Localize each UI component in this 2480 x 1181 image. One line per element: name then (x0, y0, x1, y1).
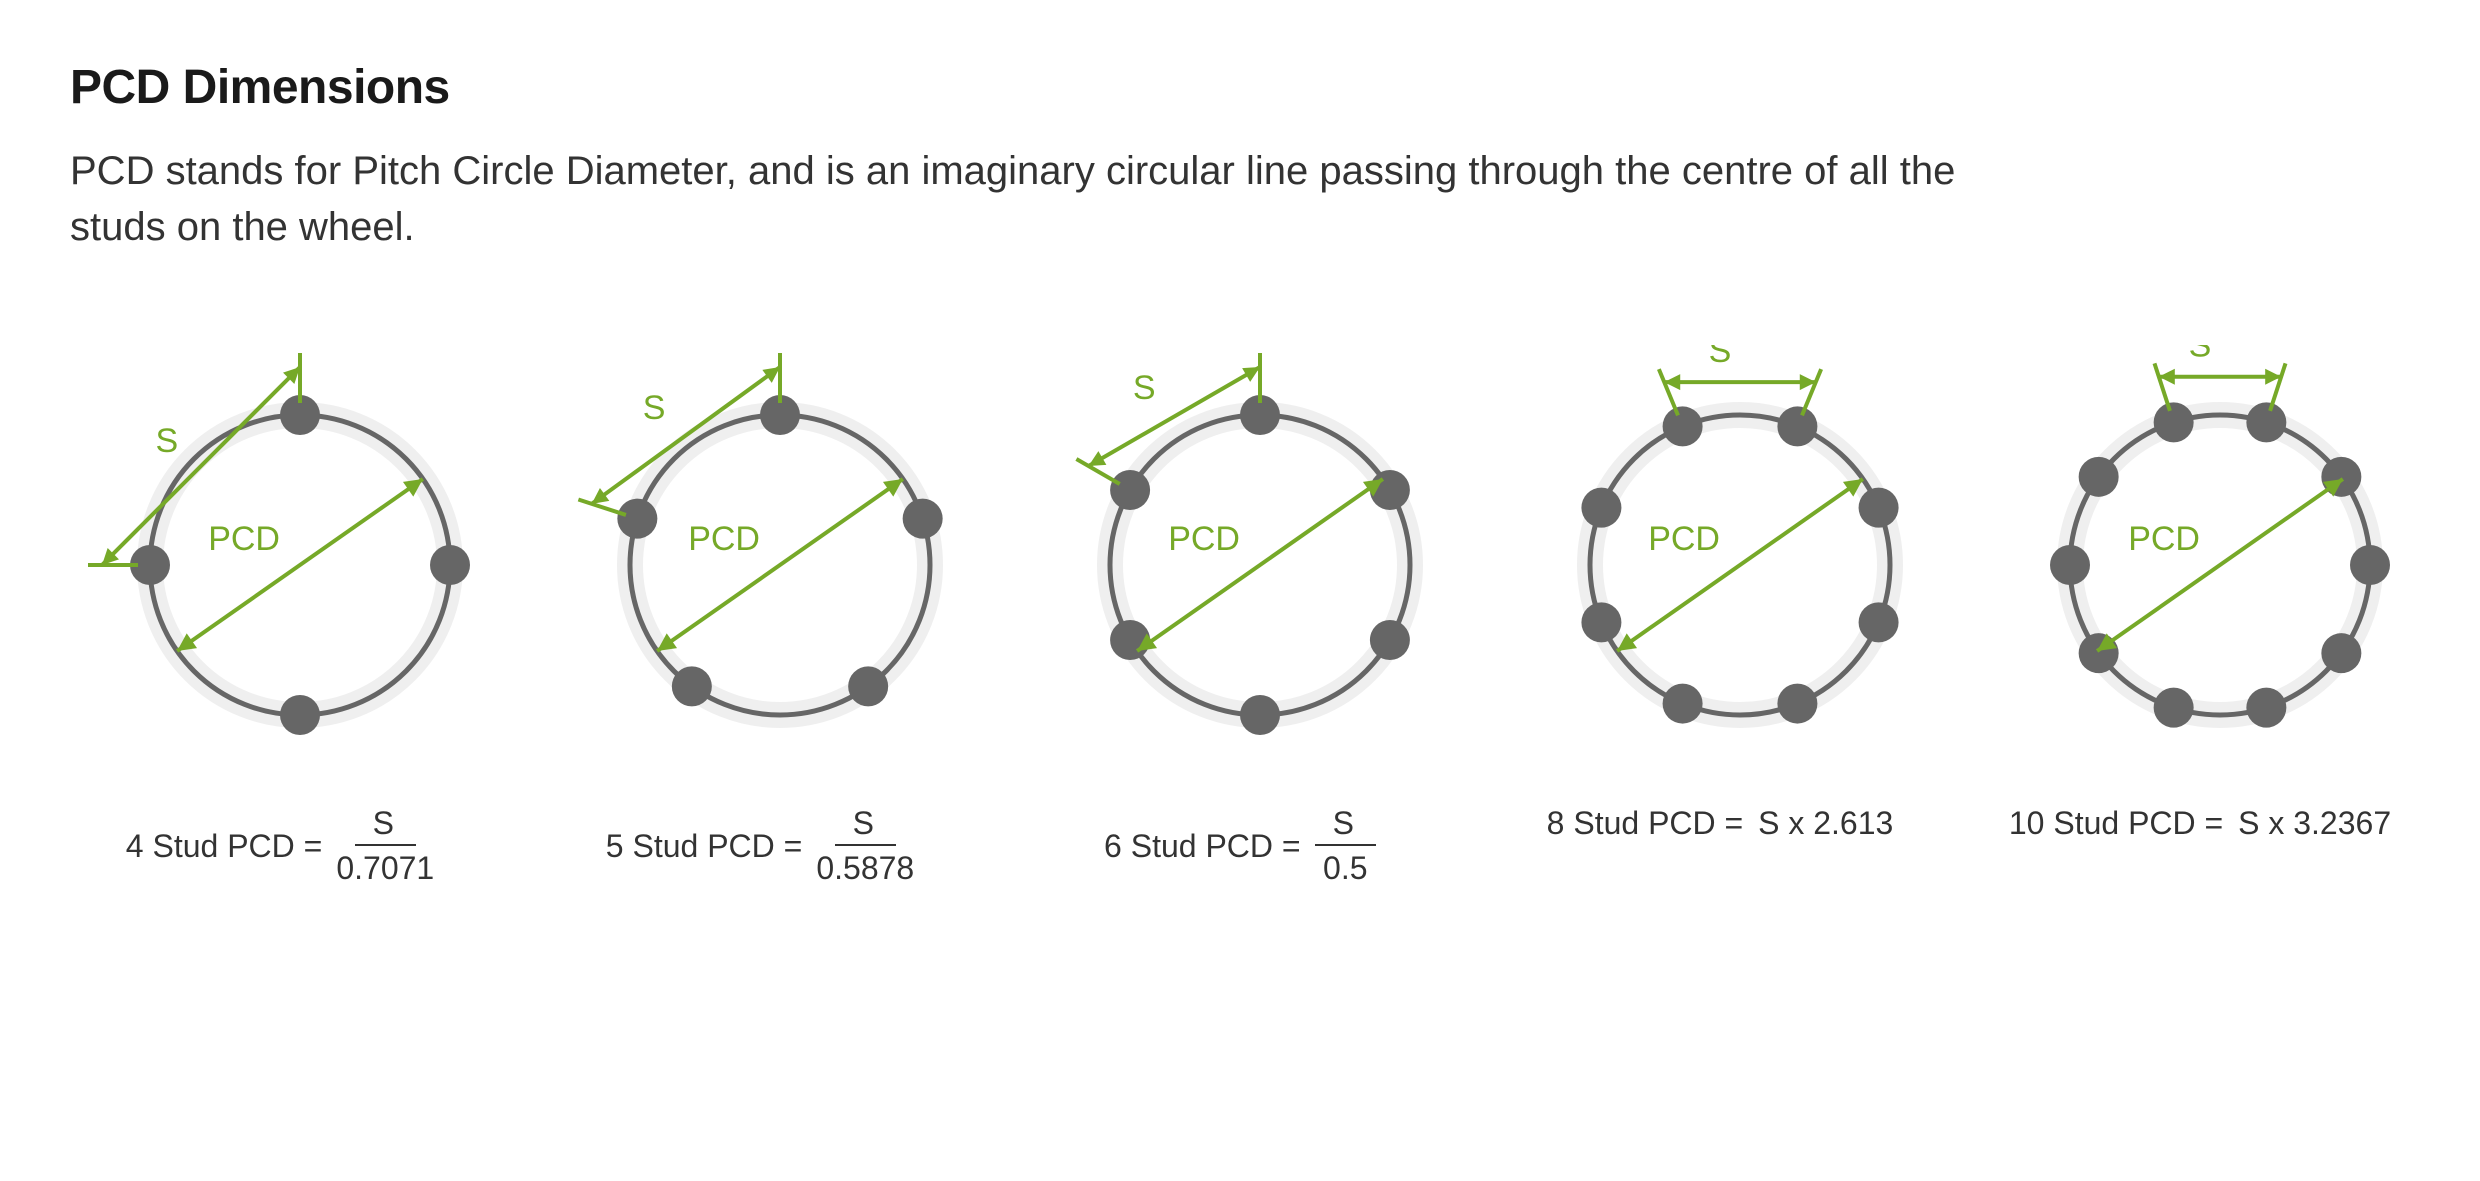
pcd-diagram-8-stud: PCD S 8 Stud PCD = S x 2.613 (1510, 345, 1930, 842)
pcd-wheel-svg: PCD S (70, 345, 490, 765)
formula-prefix: 4 Stud PCD = (126, 828, 323, 865)
svg-text:S: S (1133, 369, 1156, 407)
pcd-wheel-svg: PCD S (550, 345, 970, 765)
formula-fraction: S 0.5878 (816, 805, 914, 887)
formula-numerator: S (355, 805, 416, 846)
svg-text:PCD: PCD (208, 520, 280, 558)
pcd-formula: 8 Stud PCD = S x 2.613 (1547, 805, 1894, 842)
pcd-wheel-svg: PCD S (1510, 345, 1930, 765)
pcd-formula: 6 Stud PCD = S 0.5 (1104, 805, 1376, 887)
pcd-diagram-5-stud: PCD S 5 Stud PCD = S 0.5878 (550, 345, 970, 887)
pcd-diagram-6-stud: PCD S 6 Stud PCD = S 0.5 (1030, 345, 1450, 887)
pcd-wheel-svg: PCD S (1990, 345, 2410, 765)
pcd-formula: 5 Stud PCD = S 0.5878 (606, 805, 914, 887)
formula-fraction: S 0.7071 (336, 805, 434, 887)
page-description: PCD stands for Pitch Circle Diameter, an… (70, 143, 1970, 255)
formula-fraction: S 0.5 (1315, 805, 1376, 887)
svg-text:PCD: PCD (1648, 520, 1720, 558)
svg-text:S: S (156, 422, 179, 460)
formula-denominator: 0.5878 (816, 846, 914, 887)
svg-text:S: S (2189, 345, 2212, 365)
diagram-row: PCD S 4 Stud PCD = S 0.7071 PCD S 5 Stud P… (70, 345, 2410, 887)
formula-expression: S x 2.613 (1749, 805, 1893, 842)
formula-denominator: 0.5 (1323, 846, 1367, 887)
formula-prefix: 8 Stud PCD = (1547, 805, 1744, 842)
formula-numerator: S (835, 805, 896, 846)
pcd-wheel-svg: PCD S (1030, 345, 1450, 765)
pcd-formula: 10 Stud PCD = S x 3.2367 (2009, 805, 2391, 842)
formula-expression: S x 3.2367 (2229, 805, 2391, 842)
formula-prefix: 5 Stud PCD = (606, 828, 803, 865)
pcd-diagram-4-stud: PCD S 4 Stud PCD = S 0.7071 (70, 345, 490, 887)
svg-text:S: S (643, 389, 666, 427)
page-title: PCD Dimensions (70, 60, 2410, 115)
formula-prefix: 10 Stud PCD = (2009, 805, 2223, 842)
pcd-diagram-10-stud: PCD S 10 Stud PCD = S x 3.2367 (1990, 345, 2410, 842)
formula-numerator: S (1315, 805, 1376, 846)
svg-text:PCD: PCD (2128, 520, 2200, 558)
pcd-formula: 4 Stud PCD = S 0.7071 (126, 805, 434, 887)
svg-text:PCD: PCD (1168, 520, 1240, 558)
svg-text:PCD: PCD (688, 520, 760, 558)
formula-denominator: 0.7071 (336, 846, 434, 887)
formula-prefix: 6 Stud PCD = (1104, 828, 1301, 865)
svg-text:S: S (1709, 345, 1732, 370)
